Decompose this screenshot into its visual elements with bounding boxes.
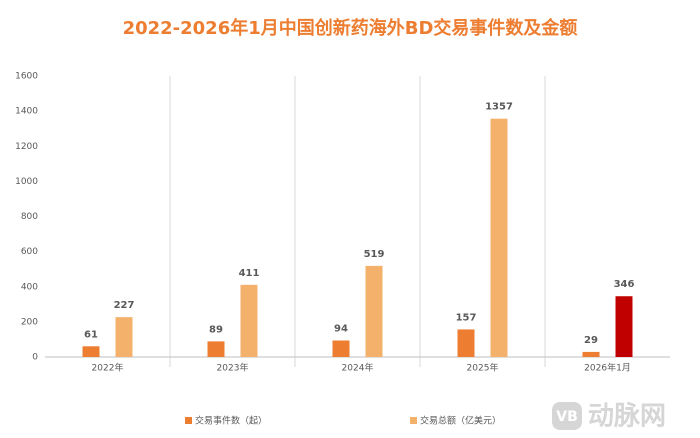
value-label: 227 xyxy=(114,300,135,311)
legend-label: 交易总额（亿美元） xyxy=(420,415,501,427)
value-label: 1357 xyxy=(485,102,513,113)
chart-title: 2022-2026年1月中国创新药海外BD交易事件数及金额 xyxy=(123,17,578,39)
x-tick-label: 2026年1月 xyxy=(584,362,631,374)
value-label: 157 xyxy=(456,312,477,323)
value-label: 411 xyxy=(239,268,260,279)
watermark: 动脉网 xyxy=(588,402,666,432)
bar xyxy=(115,317,133,357)
watermark-logo-box xyxy=(552,402,582,430)
bar xyxy=(615,296,633,357)
x-tick-label: 2024年 xyxy=(342,362,374,374)
y-tick-label: 1200 xyxy=(15,142,38,152)
y-tick-label: 600 xyxy=(21,247,38,257)
bar xyxy=(82,346,100,357)
y-tick-label: 1000 xyxy=(15,177,38,187)
y-tick-label: 400 xyxy=(21,282,38,292)
legend-swatch xyxy=(410,417,417,424)
x-tick-label: 2022年 xyxy=(92,362,124,374)
y-tick-label: 1600 xyxy=(15,72,38,82)
y-tick-label: 200 xyxy=(21,317,38,327)
x-tick-label: 2025年 xyxy=(467,362,499,374)
bar xyxy=(457,329,475,357)
y-tick-label: 0 xyxy=(32,353,38,363)
value-label: 346 xyxy=(614,279,635,290)
y-tick-label: 800 xyxy=(21,212,38,222)
bar xyxy=(207,341,225,357)
value-label: 89 xyxy=(209,324,223,335)
value-label: 519 xyxy=(364,249,385,260)
value-label: 94 xyxy=(334,323,348,334)
watermark-logo: VB xyxy=(556,409,578,425)
x-tick-label: 2023年 xyxy=(217,362,249,374)
value-label: 61 xyxy=(84,329,98,340)
bar xyxy=(240,284,258,357)
legend-label: 交易事件数（起） xyxy=(195,415,267,427)
bar xyxy=(582,351,600,357)
value-label: 29 xyxy=(584,335,598,346)
bar xyxy=(365,265,383,357)
legend-swatch xyxy=(185,417,192,424)
bar xyxy=(332,340,350,357)
y-tick-label: 1400 xyxy=(15,107,38,117)
bar xyxy=(490,118,508,357)
